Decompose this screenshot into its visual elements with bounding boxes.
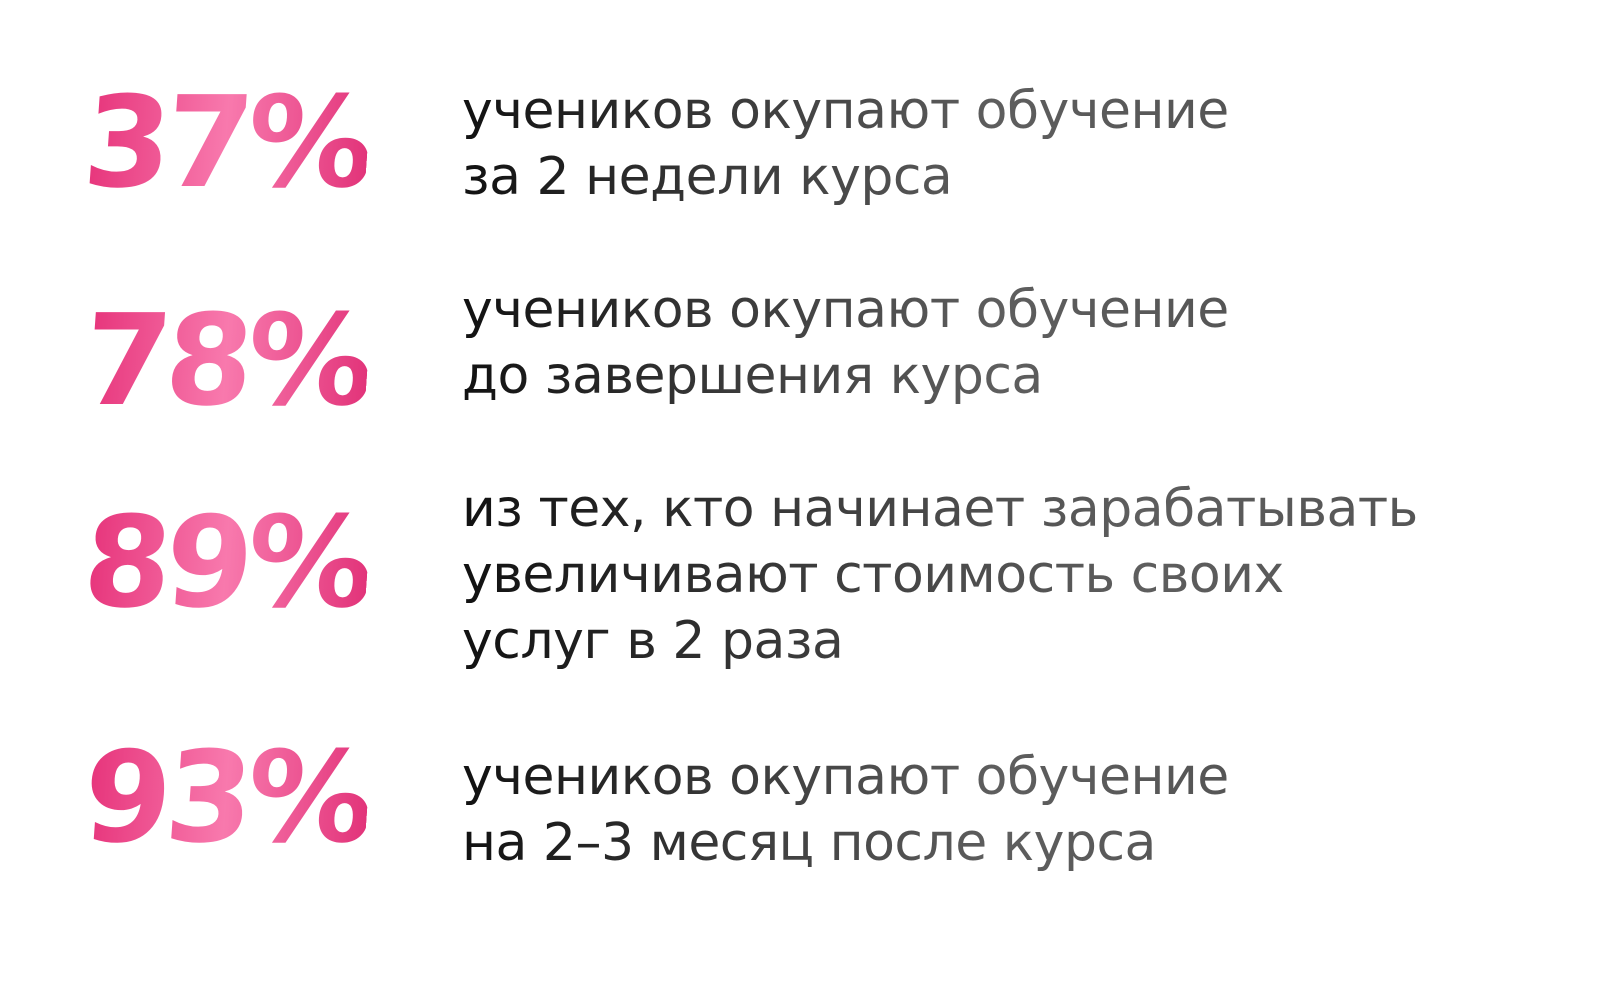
- stat-description: из тех, кто начинает зарабатывать увелич…: [462, 476, 1418, 674]
- description-line: учеников окупают обучение: [462, 747, 1229, 807]
- description-line: увеличивают стоимость своих: [462, 545, 1284, 605]
- description-line: до завершения курса: [462, 346, 1043, 406]
- stat-value: 93%: [78, 724, 373, 871]
- description-line: на 2–3 месяц после курса: [462, 813, 1156, 873]
- description-line: учеников окупают обучение: [462, 280, 1229, 340]
- stat-value: 89%: [78, 489, 373, 636]
- stat-description: учеников окупают обучение за 2 недели ку…: [462, 78, 1229, 210]
- stat-description: учеников окупают обучение на 2–3 месяц п…: [462, 744, 1229, 876]
- stat-value: 37%: [78, 69, 373, 216]
- description-line: из тех, кто начинает зарабатывать: [462, 479, 1418, 539]
- stat-value: 78%: [78, 287, 373, 434]
- description-line: за 2 недели курса: [462, 147, 953, 207]
- description-line: учеников окупают обучение: [462, 81, 1229, 141]
- description-line: услуг в 2 раза: [462, 611, 844, 671]
- stat-description: учеников окупают обучение до завершения …: [462, 277, 1229, 409]
